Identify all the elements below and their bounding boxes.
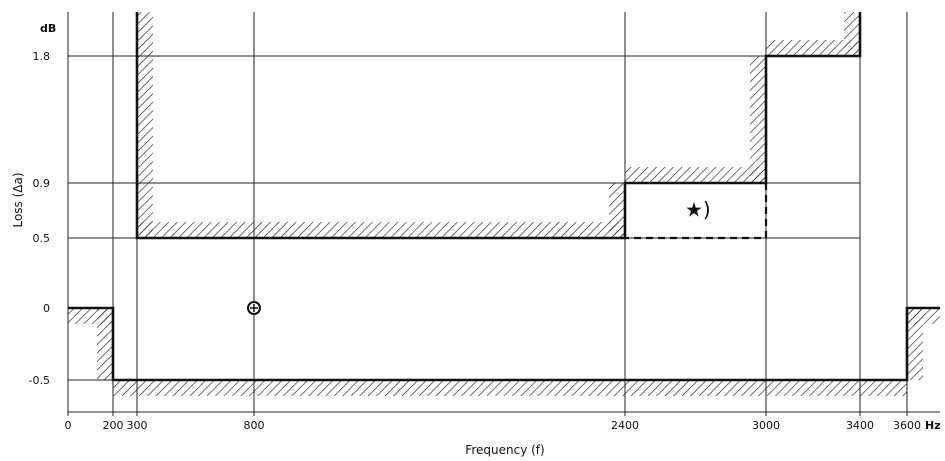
hatch-region — [97, 308, 113, 380]
hatch-region — [907, 308, 923, 380]
x-tick-label: 300 — [127, 419, 148, 432]
y-tick-label: 1.8 — [33, 50, 51, 63]
hatch-region — [137, 12, 153, 238]
x-tick-label: 3400 — [846, 419, 874, 432]
y-tick-label: -0.5 — [29, 374, 50, 387]
x-tick-label: 800 — [244, 419, 265, 432]
upper-limit-line — [135, 12, 862, 240]
hatch-region — [844, 12, 860, 56]
y-tick-label: 0.9 — [33, 177, 51, 190]
hatch-layer — [68, 12, 940, 396]
x-tick-label: 2400 — [611, 419, 639, 432]
y-tick-labels: -0.5 0 0.5 0.9 1.8 — [29, 50, 50, 387]
x-tick-label: 0 — [65, 419, 72, 432]
y-unit-label: dB — [40, 22, 56, 35]
upper-limit-alternative-line — [625, 183, 768, 240]
footnote-star-annotation: ★) — [685, 198, 711, 222]
y-axis-title: Loss (Δa) — [11, 172, 25, 227]
x-tick-label: 3000 — [752, 419, 780, 432]
x-tick-label: 200 — [103, 419, 124, 432]
x-unit-label: Hz — [925, 419, 941, 432]
x-tick-label: 3600 — [893, 419, 921, 432]
hatch-region — [766, 40, 860, 56]
x-tick-labels: 0 200 300 800 2400 3000 3400 3600 — [65, 419, 922, 432]
hatch-region — [113, 380, 907, 396]
y-tick-label: 0.5 — [33, 232, 51, 245]
y-tick-label: 0 — [43, 302, 50, 315]
hatch-region — [750, 56, 766, 183]
x-axis-title: Frequency (f) — [465, 443, 544, 457]
hatch-region — [609, 183, 625, 238]
hatch-region — [137, 222, 625, 238]
hatch-region — [625, 167, 766, 183]
marker-layer — [247, 301, 261, 315]
series-layer — [68, 12, 940, 382]
annotation-layer: ★) — [685, 198, 711, 222]
grid-layer — [67, 12, 940, 416]
hatch-region — [907, 308, 940, 324]
lower-limit-line — [68, 306, 940, 382]
